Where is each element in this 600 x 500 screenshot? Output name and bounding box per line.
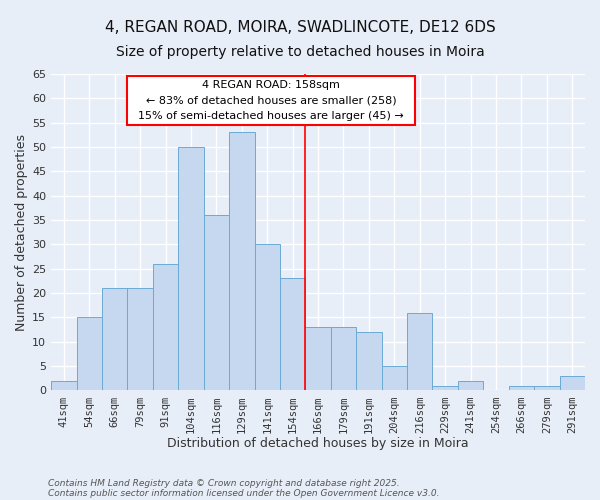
Bar — [280, 278, 305, 390]
Bar — [534, 386, 560, 390]
Bar — [254, 244, 280, 390]
Bar — [407, 312, 433, 390]
Text: 15% of semi-detached houses are larger (45) →: 15% of semi-detached houses are larger (… — [138, 112, 404, 122]
Text: 4, REGAN ROAD, MOIRA, SWADLINCOTE, DE12 6DS: 4, REGAN ROAD, MOIRA, SWADLINCOTE, DE12 … — [104, 20, 496, 35]
Bar — [382, 366, 407, 390]
Bar — [433, 386, 458, 390]
Bar — [509, 386, 534, 390]
Bar — [458, 380, 484, 390]
Text: Size of property relative to detached houses in Moira: Size of property relative to detached ho… — [116, 45, 484, 59]
Bar — [560, 376, 585, 390]
Bar — [356, 332, 382, 390]
Bar — [178, 147, 203, 390]
Bar — [229, 132, 254, 390]
Text: 4 REGAN ROAD: 158sqm: 4 REGAN ROAD: 158sqm — [202, 80, 340, 90]
Bar — [77, 318, 102, 390]
Bar — [305, 327, 331, 390]
Text: Contains public sector information licensed under the Open Government Licence v3: Contains public sector information licen… — [48, 488, 439, 498]
Y-axis label: Number of detached properties: Number of detached properties — [15, 134, 28, 330]
Bar — [331, 327, 356, 390]
Bar — [203, 215, 229, 390]
Text: Contains HM Land Registry data © Crown copyright and database right 2025.: Contains HM Land Registry data © Crown c… — [48, 478, 400, 488]
X-axis label: Distribution of detached houses by size in Moira: Distribution of detached houses by size … — [167, 437, 469, 450]
FancyBboxPatch shape — [127, 76, 415, 125]
Bar — [153, 264, 178, 390]
Bar — [127, 288, 153, 390]
Text: ← 83% of detached houses are smaller (258): ← 83% of detached houses are smaller (25… — [146, 96, 397, 106]
Bar — [51, 380, 77, 390]
Bar — [102, 288, 127, 390]
